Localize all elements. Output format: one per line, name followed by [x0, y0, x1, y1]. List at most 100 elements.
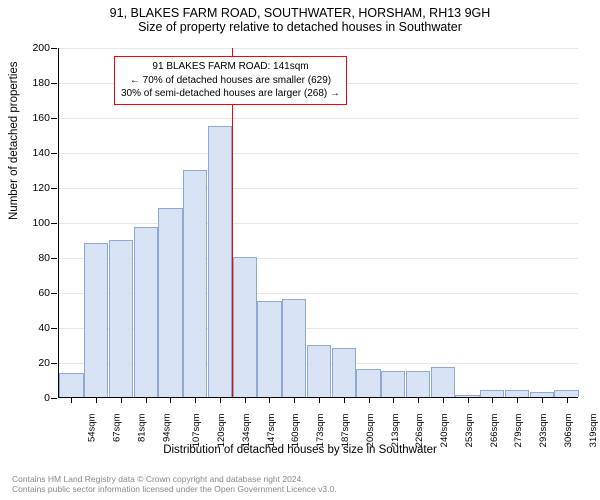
- bar: [257, 301, 281, 397]
- x-tick: [146, 397, 147, 403]
- y-tick: [51, 398, 57, 399]
- x-tick-label: 67sqm: [112, 414, 123, 443]
- x-tick-label: 293sqm: [538, 414, 549, 448]
- bar: [84, 243, 108, 397]
- chart-titles: 91, BLAKES FARM ROAD, SOUTHWATER, HORSHA…: [0, 0, 600, 34]
- gridline: [59, 223, 578, 224]
- y-tick: [51, 258, 57, 259]
- x-tick-label: 147sqm: [266, 414, 277, 448]
- bar: [109, 240, 133, 398]
- x-tick-label: 54sqm: [87, 414, 98, 443]
- y-tick-label: 120: [20, 182, 50, 194]
- y-tick: [51, 293, 57, 294]
- x-tick-label: 187sqm: [340, 414, 351, 448]
- x-tick-label: 279sqm: [513, 414, 524, 448]
- x-tick-label: 81sqm: [136, 414, 147, 443]
- footer-attribution: Contains HM Land Registry data © Crown c…: [12, 474, 337, 494]
- bar: [480, 390, 504, 397]
- bar: [381, 371, 405, 397]
- x-tick: [443, 397, 444, 403]
- x-tick-label: 173sqm: [315, 414, 326, 448]
- y-tick: [51, 188, 57, 189]
- x-tick: [170, 397, 171, 403]
- x-tick-label: 319sqm: [587, 414, 598, 448]
- x-tick: [468, 397, 469, 403]
- x-tick: [492, 397, 493, 403]
- y-axis-label: Number of detached properties: [8, 61, 20, 220]
- y-tick: [51, 48, 57, 49]
- x-tick-label: 107sqm: [191, 414, 202, 448]
- footer-line2: Contains public sector information licen…: [12, 484, 337, 494]
- bar: [208, 126, 232, 397]
- x-tick: [294, 397, 295, 403]
- gridline: [59, 48, 578, 49]
- gridline: [59, 153, 578, 154]
- x-tick: [344, 397, 345, 403]
- bar: [332, 348, 356, 397]
- y-tick-label: 40: [20, 322, 50, 334]
- x-tick-label: 94sqm: [161, 414, 172, 443]
- bar: [406, 371, 430, 397]
- x-axis-label: Distribution of detached houses by size …: [0, 444, 600, 456]
- gridline: [59, 188, 578, 189]
- annotation-line: 91 BLAKES FARM ROAD: 141sqm: [121, 60, 340, 74]
- x-tick: [96, 397, 97, 403]
- title-sub: Size of property relative to detached ho…: [0, 20, 600, 34]
- bar: [505, 390, 529, 397]
- x-tick: [121, 397, 122, 403]
- y-tick: [51, 223, 57, 224]
- y-tick: [51, 363, 57, 364]
- x-tick: [418, 397, 419, 403]
- bar: [59, 373, 83, 398]
- x-tick: [369, 397, 370, 403]
- x-tick-label: 160sqm: [290, 414, 301, 448]
- y-tick-label: 20: [20, 357, 50, 369]
- x-tick-label: 120sqm: [216, 414, 227, 448]
- x-tick: [517, 397, 518, 403]
- x-tick-label: 213sqm: [389, 414, 400, 448]
- y-tick: [51, 153, 57, 154]
- y-tick: [51, 328, 57, 329]
- x-tick: [71, 397, 72, 403]
- bar: [282, 299, 306, 397]
- bar: [158, 208, 182, 397]
- y-tick-label: 200: [20, 42, 50, 54]
- title-main: 91, BLAKES FARM ROAD, SOUTHWATER, HORSHA…: [0, 6, 600, 20]
- y-tick-label: 180: [20, 77, 50, 89]
- x-tick-label: 226sqm: [414, 414, 425, 448]
- bar: [431, 367, 455, 397]
- x-tick-label: 266sqm: [488, 414, 499, 448]
- x-tick: [542, 397, 543, 403]
- bar: [307, 345, 331, 398]
- annotation-line: ← 70% of detached houses are smaller (62…: [121, 74, 340, 88]
- x-tick-label: 200sqm: [365, 414, 376, 448]
- x-tick: [220, 397, 221, 403]
- y-tick-label: 100: [20, 217, 50, 229]
- x-tick: [195, 397, 196, 403]
- y-tick-label: 60: [20, 287, 50, 299]
- x-tick: [393, 397, 394, 403]
- x-tick-label: 253sqm: [464, 414, 475, 448]
- y-tick-label: 160: [20, 112, 50, 124]
- gridline: [59, 118, 578, 119]
- y-tick-label: 80: [20, 252, 50, 264]
- bar: [134, 227, 158, 397]
- x-tick-label: 240sqm: [439, 414, 450, 448]
- bar: [183, 170, 207, 398]
- x-tick: [319, 397, 320, 403]
- bar: [356, 369, 380, 397]
- x-tick: [245, 397, 246, 403]
- y-tick: [51, 118, 57, 119]
- plot-region: 02040608010012014016018020054sqm67sqm81s…: [58, 48, 578, 398]
- y-tick-label: 140: [20, 147, 50, 159]
- annotation-box: 91 BLAKES FARM ROAD: 141sqm← 70% of deta…: [114, 56, 347, 105]
- y-tick-label: 0: [20, 392, 50, 404]
- bar: [233, 257, 257, 397]
- y-tick: [51, 83, 57, 84]
- annotation-line: 30% of semi-detached houses are larger (…: [121, 87, 340, 101]
- bar: [554, 390, 578, 397]
- x-tick-label: 134sqm: [241, 414, 252, 448]
- chart-area: 02040608010012014016018020054sqm67sqm81s…: [58, 48, 578, 398]
- footer-line1: Contains HM Land Registry data © Crown c…: [12, 474, 337, 484]
- x-tick: [567, 397, 568, 403]
